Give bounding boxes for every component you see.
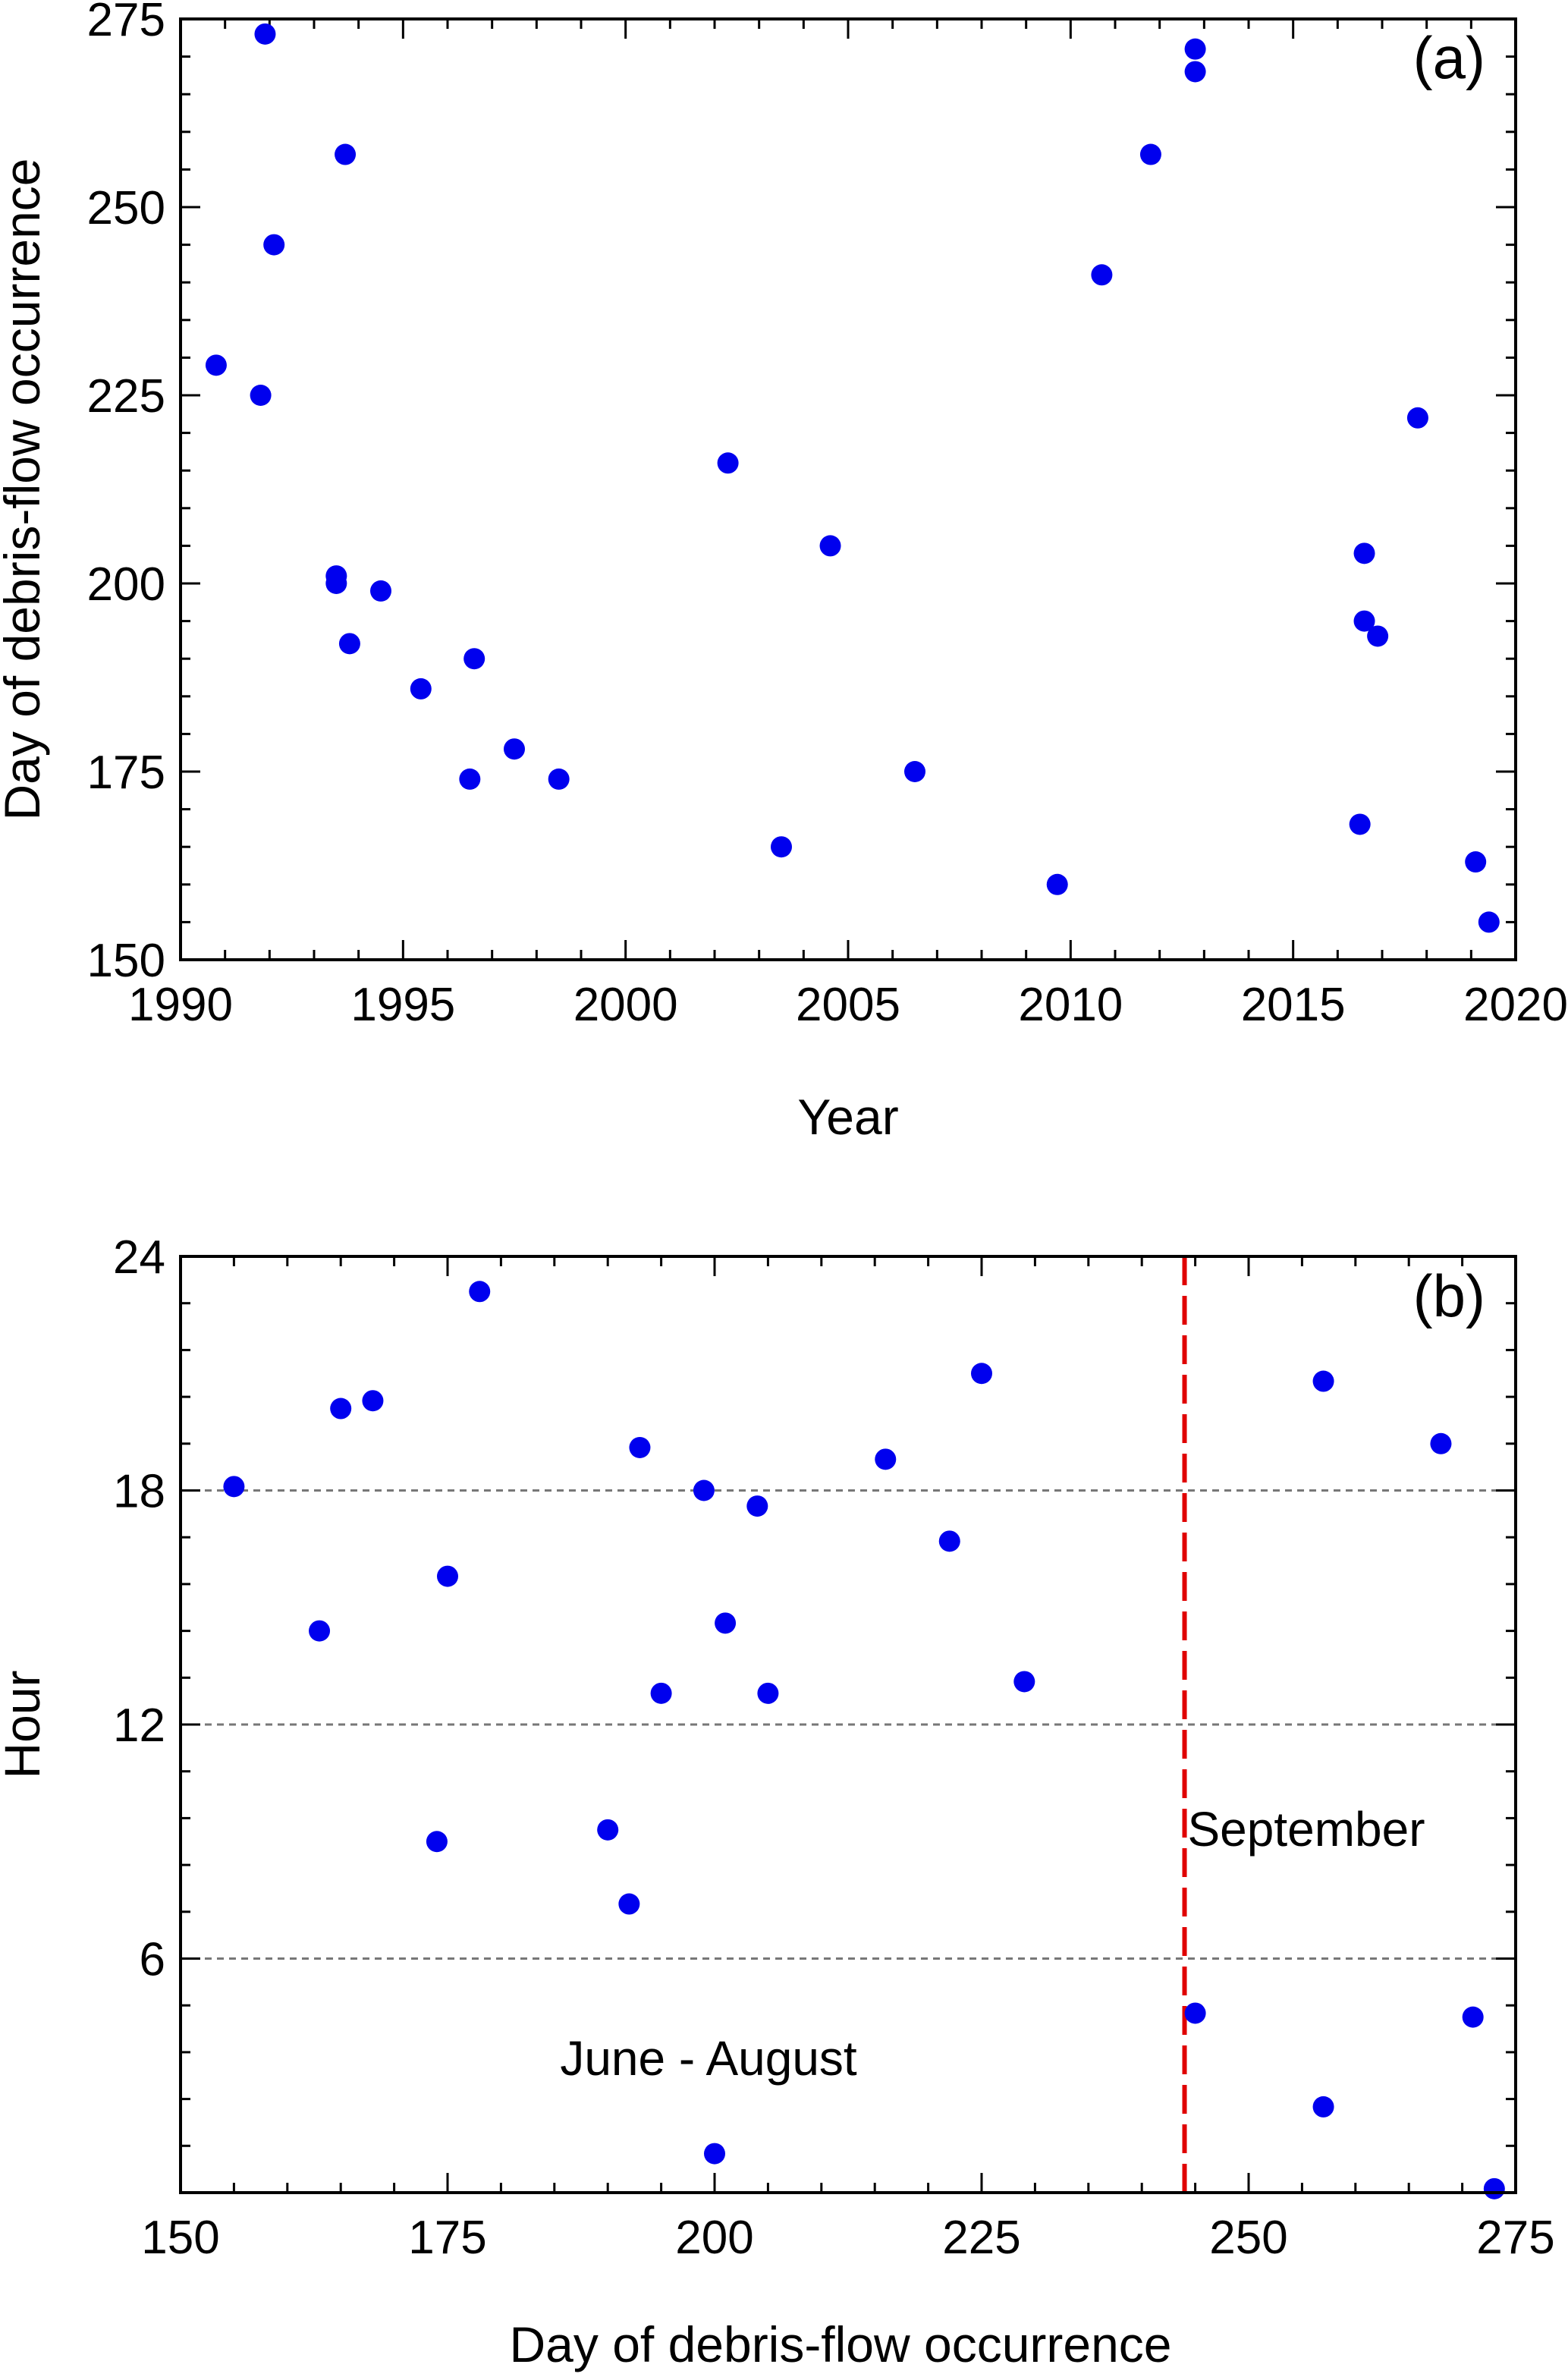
data-point: [1184, 38, 1206, 60]
data-point: [1406, 407, 1428, 429]
data-point: [650, 1682, 672, 1704]
data-point: [629, 1436, 651, 1458]
data-point: [1184, 2002, 1206, 2024]
y-tick-label: 150: [87, 935, 165, 987]
data-point: [254, 23, 276, 45]
data-point: [1139, 143, 1161, 165]
data-point: [693, 1479, 715, 1501]
data-point: [223, 1476, 245, 1498]
y-tick-label: 200: [87, 558, 165, 611]
data-point: [309, 1620, 331, 1642]
data-point: [463, 648, 485, 670]
x-tick-label: 2015: [1241, 979, 1346, 1031]
panel-b-chart: 150 175 200 225 250 275 6 12 18 24 (b) June - Aug…: [0, 1231, 1555, 2372]
data-point: [717, 452, 739, 474]
x-tick-label: 150: [141, 2212, 219, 2264]
panel-b-xlabel: Day of debris-flow occurrence: [509, 2316, 1171, 2372]
data-point: [1091, 264, 1113, 286]
data-point: [1478, 911, 1500, 933]
panel-b-ylabel: Hour: [0, 1670, 50, 1778]
data-point: [618, 1893, 640, 1915]
data-point: [1483, 2177, 1505, 2199]
data-point: [362, 1390, 384, 1412]
data-point: [971, 1363, 992, 1385]
x-tick-label: 2005: [796, 979, 900, 1031]
data-point: [1465, 851, 1487, 873]
data-point: [504, 738, 525, 760]
data-point: [875, 1448, 897, 1470]
data-point: [370, 580, 391, 602]
data-point: [819, 535, 841, 557]
data-point: [1349, 813, 1371, 835]
annotation-june-august: June - August: [560, 2031, 857, 2086]
data-point: [1462, 2006, 1484, 2028]
x-tick-label: 275: [1476, 2212, 1554, 2264]
data-point: [459, 768, 481, 790]
y-tick-label: 18: [113, 1466, 165, 1518]
y-tick-label: 275: [87, 0, 165, 46]
data-point: [338, 633, 360, 655]
data-point: [335, 143, 357, 165]
data-point: [330, 1398, 352, 1420]
x-tick-label: 1990: [128, 979, 233, 1031]
data-point: [437, 1565, 458, 1587]
y-tick-label: 175: [87, 747, 165, 799]
data-point: [715, 1612, 737, 1634]
data-point: [704, 2143, 725, 2165]
data-point: [597, 1819, 619, 1841]
y-tick-label: 24: [113, 1231, 165, 1284]
data-point: [1353, 542, 1375, 564]
data-point: [263, 234, 285, 256]
x-tick-label: 2010: [1018, 979, 1123, 1031]
data-point: [1367, 625, 1389, 647]
data-point: [938, 1530, 960, 1552]
panel-b-label: (b): [1413, 1262, 1485, 1329]
y-tick-label: 12: [113, 1699, 165, 1752]
data-point: [1353, 610, 1375, 632]
panel-a-xlabel: Year: [797, 1089, 898, 1145]
data-point: [205, 354, 227, 376]
data-point: [757, 1682, 779, 1704]
data-point: [771, 836, 792, 858]
y-tick-label: 250: [87, 182, 165, 234]
data-point: [1312, 1370, 1334, 1392]
panel-a-ylabel: Day of debris-flow occurrence: [0, 158, 50, 820]
data-point: [1013, 1671, 1035, 1693]
data-point: [904, 761, 925, 782]
data-point: [1312, 2096, 1334, 2118]
data-point: [469, 1281, 491, 1303]
data-point: [410, 678, 432, 700]
data-point: [426, 1831, 448, 1853]
x-tick-label: 1995: [350, 979, 455, 1031]
data-point: [548, 768, 570, 790]
x-tick-label: 250: [1209, 2212, 1287, 2264]
data-point: [325, 573, 347, 594]
x-tick-label: 200: [675, 2212, 753, 2264]
x-tick-label: 225: [942, 2212, 1020, 2264]
data-point: [746, 1495, 768, 1517]
panel-a-frame: [179, 17, 1517, 961]
data-point: [1430, 1432, 1452, 1454]
y-tick-label: 225: [87, 370, 165, 423]
y-tick-label: 6: [140, 1934, 165, 1986]
data-point: [1184, 61, 1206, 83]
data-point: [1046, 873, 1068, 895]
x-tick-label: 175: [408, 2212, 486, 2264]
x-tick-label: 2020: [1463, 979, 1568, 1031]
panel-a-label: (a): [1413, 24, 1485, 91]
panel-b-frame: [179, 1255, 1517, 2194]
annotation-september: September: [1187, 1802, 1425, 1857]
x-tick-label: 2000: [573, 979, 678, 1031]
data-point: [250, 385, 272, 406]
panel-a-chart: 1990 1995 2000 2005 2010 2015 2020 150 175 200 225…: [0, 0, 1568, 1145]
